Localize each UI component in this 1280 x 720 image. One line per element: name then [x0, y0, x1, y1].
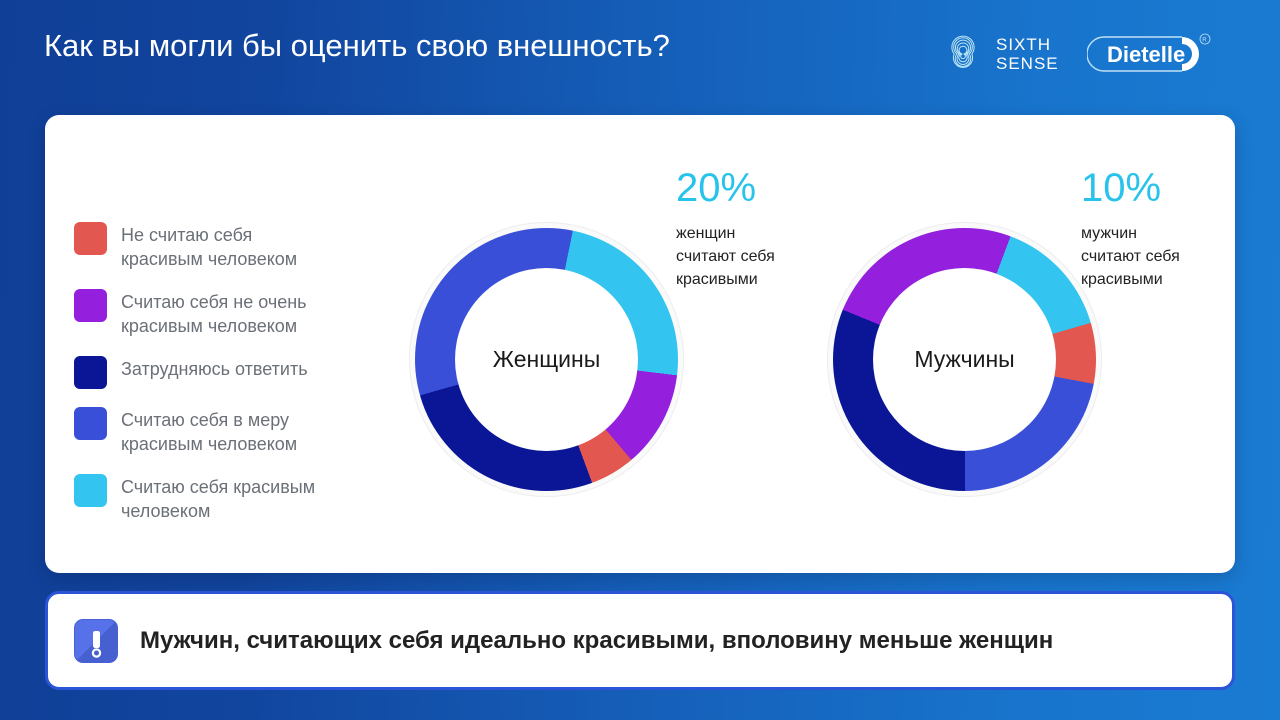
- svg-text:R: R: [1202, 37, 1207, 43]
- svg-text:Dietelle: Dietelle: [1107, 42, 1185, 67]
